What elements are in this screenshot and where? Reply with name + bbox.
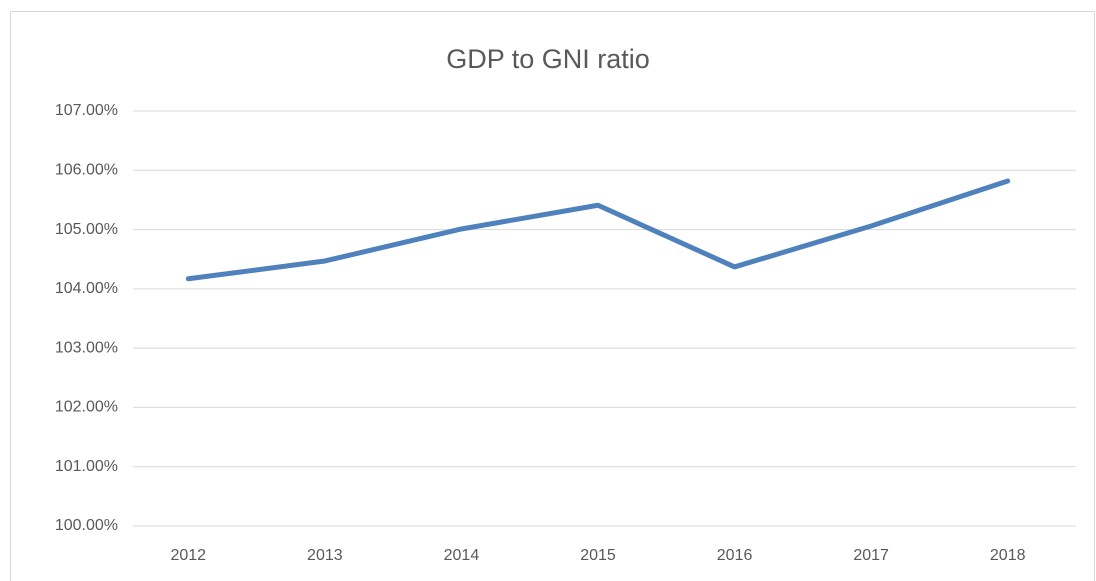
x-tick-label: 2018 xyxy=(990,547,1026,564)
y-tick-label: 105.00% xyxy=(55,221,118,238)
y-tick-label: 106.00% xyxy=(55,162,118,179)
x-tick-label: 2015 xyxy=(580,547,616,564)
x-tick-label: 2013 xyxy=(307,547,343,564)
chart-title: GDP to GNI ratio xyxy=(446,44,650,74)
x-tick-label: 2014 xyxy=(444,547,480,564)
x-tick-label: 2016 xyxy=(717,547,753,564)
y-tick-label: 100.00% xyxy=(55,517,118,534)
data-line xyxy=(185,178,1011,282)
y-tick-label: 101.00% xyxy=(55,458,118,475)
y-tick-label: 103.00% xyxy=(55,339,118,356)
x-tick-label: 2012 xyxy=(170,547,206,564)
chart-border xyxy=(10,11,1095,581)
y-tick-label: 104.00% xyxy=(55,280,118,297)
y-tick-label: 102.00% xyxy=(55,399,118,416)
x-tick-label: 2017 xyxy=(853,547,889,564)
y-tick-label: 107.00% xyxy=(55,102,118,119)
